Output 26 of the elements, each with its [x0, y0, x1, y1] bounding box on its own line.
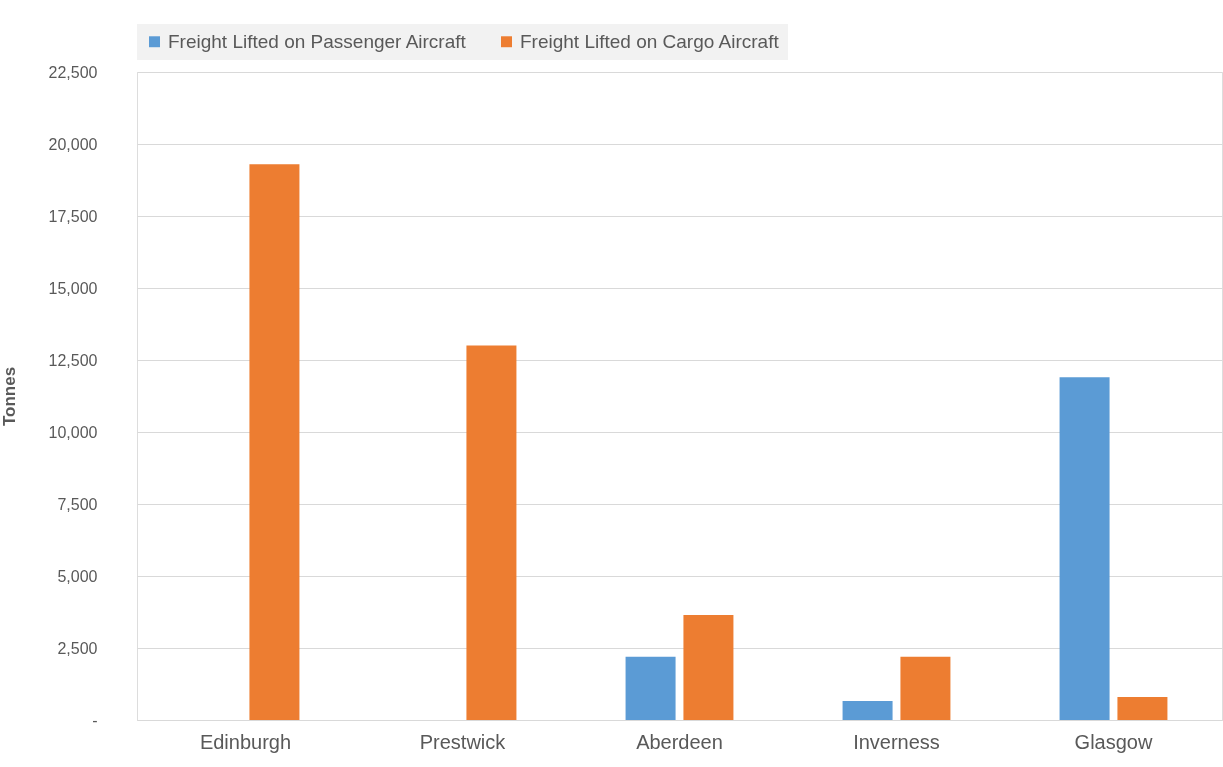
x-tick-label: Edinburgh: [199, 730, 292, 753]
bar: [900, 656, 951, 720]
y-axis-title: Tonnes: [0, 366, 19, 427]
x-tick-label: Aberdeen: [636, 730, 723, 753]
y-tick-label: 2,500: [57, 639, 98, 657]
y-tick-label: -: [92, 711, 98, 729]
y-tick-label: 17,500: [48, 207, 98, 225]
y-tick-label: 5,000: [57, 567, 98, 585]
x-tick-label: Glasgow: [1074, 730, 1153, 753]
legend-label: Freight Lifted on Cargo Aircraft: [520, 30, 780, 52]
y-tick-label: 12,500: [48, 351, 98, 369]
y-tick-label: 22,500: [48, 63, 98, 81]
x-tick-label: Inverness: [853, 730, 940, 753]
y-tick-label: 20,000: [48, 135, 98, 153]
y-tick-label: 7,500: [57, 495, 98, 513]
bar: [683, 614, 734, 720]
x-tick-label: Prestwick: [419, 730, 507, 753]
bar: [466, 345, 517, 720]
bar: [249, 164, 300, 720]
bar: [1117, 696, 1168, 720]
bar: [625, 656, 676, 720]
y-tick-label: 10,000: [48, 423, 98, 441]
y-tick-label: 15,000: [48, 279, 98, 297]
legend-label: Freight Lifted on Passenger Aircraft: [168, 30, 467, 52]
bar: [1059, 377, 1110, 720]
bar: [842, 700, 893, 720]
